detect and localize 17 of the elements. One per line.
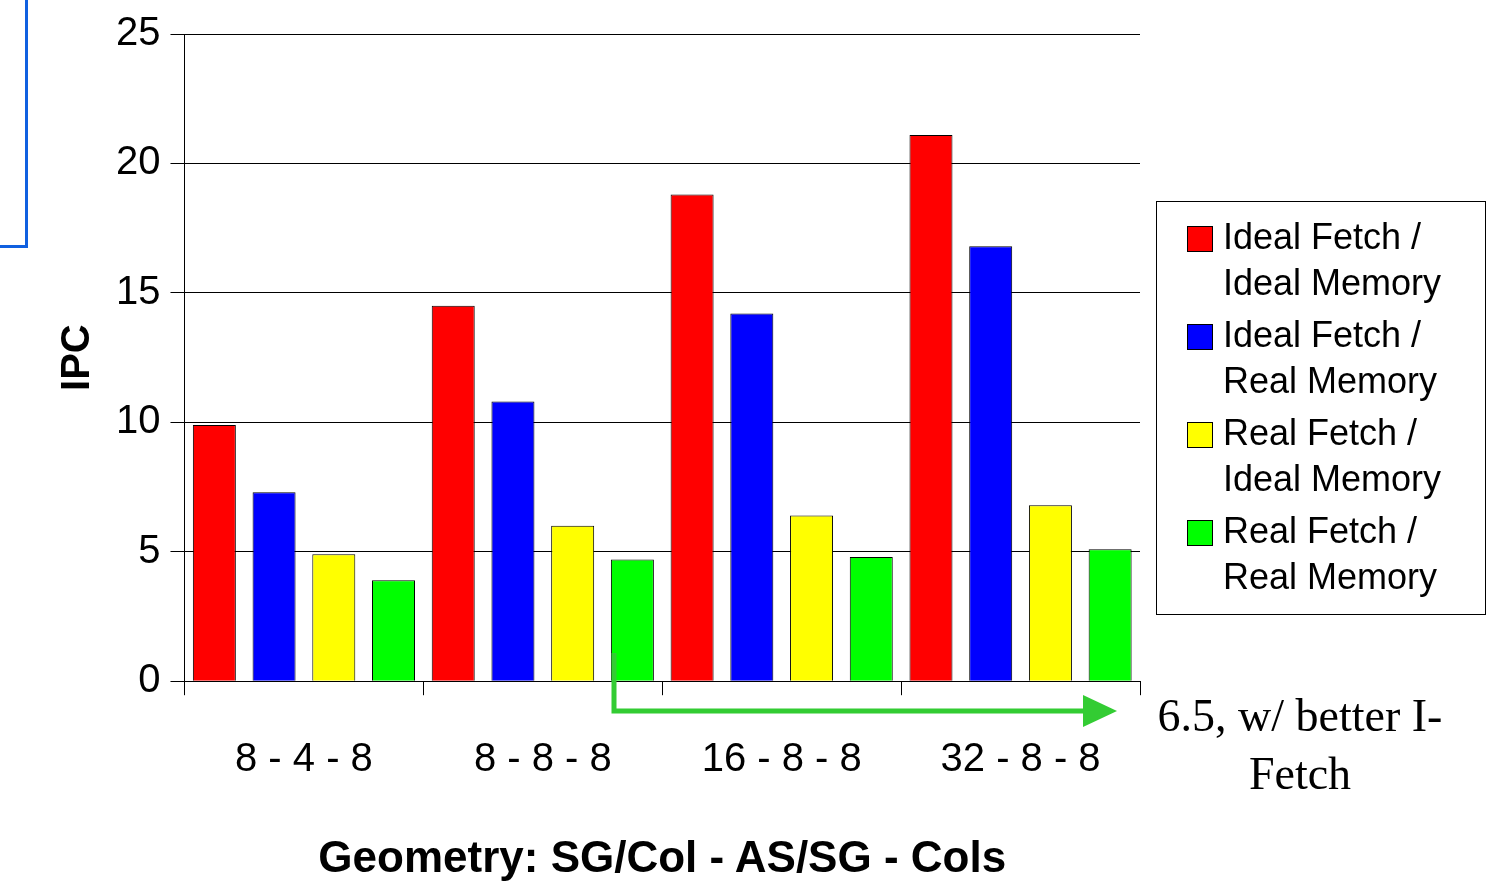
legend-label: Ideal Fetch / Ideal Memory: [1223, 215, 1443, 305]
y-tick-label: 10: [115, 397, 161, 442]
y-tick-label: 5: [138, 526, 161, 571]
y-tick-label: 25: [115, 9, 161, 54]
x-tick-label: 8 - 4 - 8: [235, 735, 373, 780]
y-tick-label: 15: [115, 267, 161, 312]
text: 6.5, w/ better I-Fetch: [1156, 689, 1444, 802]
legend-label: Real Fetch / Real Memory: [1223, 509, 1439, 599]
y-tick-label: 20: [115, 138, 161, 183]
x-tick-label: 16 - 8 - 8: [701, 735, 862, 780]
y-axis-title: IPC: [53, 324, 98, 391]
y-tick-label: 0: [138, 656, 161, 701]
x-tick-label: 32 - 8 - 8: [940, 735, 1101, 780]
x-tick-label: 8 - 8 - 8: [473, 735, 612, 780]
legend-label: Ideal Fetch / Real Memory: [1223, 313, 1439, 403]
x-axis-title: Geometry: SG/Col - AS/SG - Cols: [318, 831, 1007, 881]
legend-label: Real Fetch / Ideal Memory: [1223, 411, 1443, 501]
